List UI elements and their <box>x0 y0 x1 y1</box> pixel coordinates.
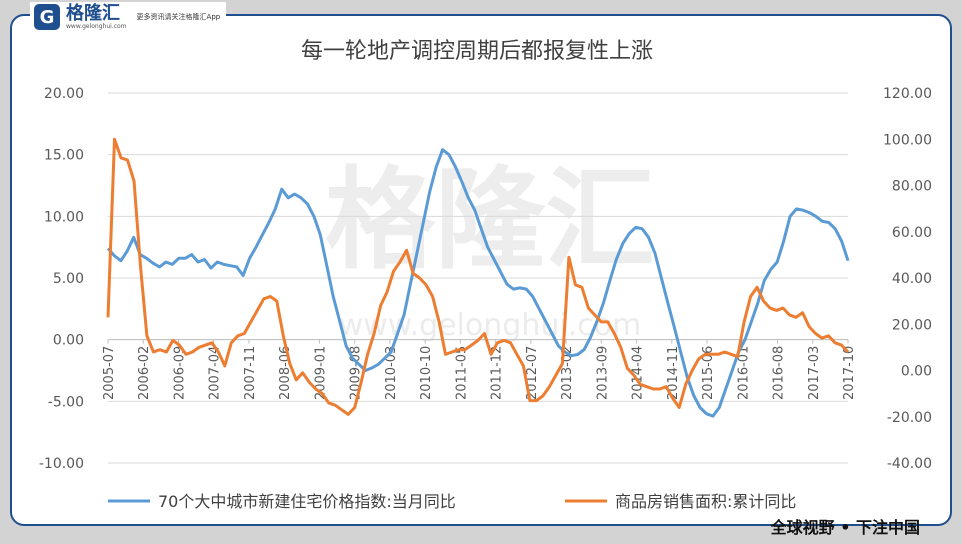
logo-text: 格隆汇 www.gelonghui.com <box>66 2 127 30</box>
y-left-tick-label: 10.00 <box>44 209 84 225</box>
logo-icon: G <box>34 4 60 30</box>
legend-label-series-2: 商品房销售面积:累计同比 <box>615 492 796 511</box>
x-axis: 2005-07 2006-02 2006-09 2007-04 2007-11 2008-… <box>102 339 857 400</box>
y-right-tick-label: 40.00 <box>892 271 932 287</box>
y-left-tick-label: 5.00 <box>53 271 84 287</box>
gridlines <box>108 92 848 464</box>
y-right-tick-label: -20.00 <box>887 410 932 426</box>
series-lines <box>106 137 850 418</box>
series-line-1 <box>106 148 850 418</box>
x-tick-label: 2007-04 <box>208 346 223 400</box>
x-tick-label: 2006-02 <box>137 346 152 400</box>
logo-name: 格隆汇 <box>66 2 120 24</box>
x-tick-label: 2011-05 <box>454 346 469 400</box>
x-tick-label: 2017-03 <box>807 346 822 400</box>
y-axis-left: -10.00 -5.00 0.00 5.00 10.00 15.00 20.00 <box>39 86 84 472</box>
x-tick-label: 2005-07 <box>102 346 117 400</box>
y-left-tick-label: 0.00 <box>53 333 84 349</box>
brand-header: G 格隆汇 www.gelonghui.com 更多资讯请关注格隆汇App <box>30 2 227 32</box>
header-tagline: 更多资讯请关注格隆汇App <box>136 13 221 21</box>
legend-label-series-1: 70个大中城市新建住宅价格指数:当月同比 <box>158 492 456 511</box>
logo-url: www.gelonghui.com <box>66 22 127 30</box>
x-tick-label: 2007-11 <box>243 346 258 400</box>
chart-frame <box>10 14 952 526</box>
series-line-2 <box>106 137 850 416</box>
y-right-tick-label: 100.00 <box>883 132 932 148</box>
x-tick-label: 2016-01 <box>736 346 751 400</box>
y-left-tick-label: -10.00 <box>39 456 84 472</box>
y-right-tick-label: 20.00 <box>892 317 932 333</box>
x-tick-label: 2008-06 <box>278 346 293 400</box>
footer-slogan: 全球视野 • 下注中国 <box>770 518 920 537</box>
y-left-tick-label: 15.00 <box>44 148 84 164</box>
y-right-tick-label: -40.00 <box>887 456 932 472</box>
chart-title: 每一轮地产调控周期后都报复性上涨 <box>301 39 653 64</box>
y-right-tick-label: 60.00 <box>892 225 932 241</box>
y-left-tick-label: -5.00 <box>48 394 84 410</box>
x-tick-label: 2015-06 <box>701 346 716 400</box>
x-tick-label: 2011-12 <box>490 346 505 400</box>
x-tick-label: 2010-03 <box>384 346 399 400</box>
watermark-text: 格隆汇 <box>325 156 655 284</box>
y-right-tick-label: 0.00 <box>901 364 932 380</box>
x-tick-label: 2006-09 <box>172 346 187 400</box>
y-axis-right: -40.00 -20.00 0.00 20.00 40.00 60.00 80.00 100.… <box>883 86 932 472</box>
legend: 70个大中城市新建住宅价格指数:当月同比 商品房销售面积:累计同比 <box>108 492 796 511</box>
y-left-tick-label: 20.00 <box>44 86 84 102</box>
x-tick-label: 2010-10 <box>419 346 434 400</box>
y-right-tick-label: 80.00 <box>892 179 932 195</box>
x-tick-label: 2017-10 <box>842 346 857 400</box>
x-tick-label: 2016-08 <box>772 346 787 400</box>
x-tick-label: 2014-11 <box>666 346 681 400</box>
y-right-tick-label: 120.00 <box>883 86 932 102</box>
x-tick-label: 2013-09 <box>595 346 610 400</box>
x-tick-label: 2009-01 <box>313 346 328 400</box>
